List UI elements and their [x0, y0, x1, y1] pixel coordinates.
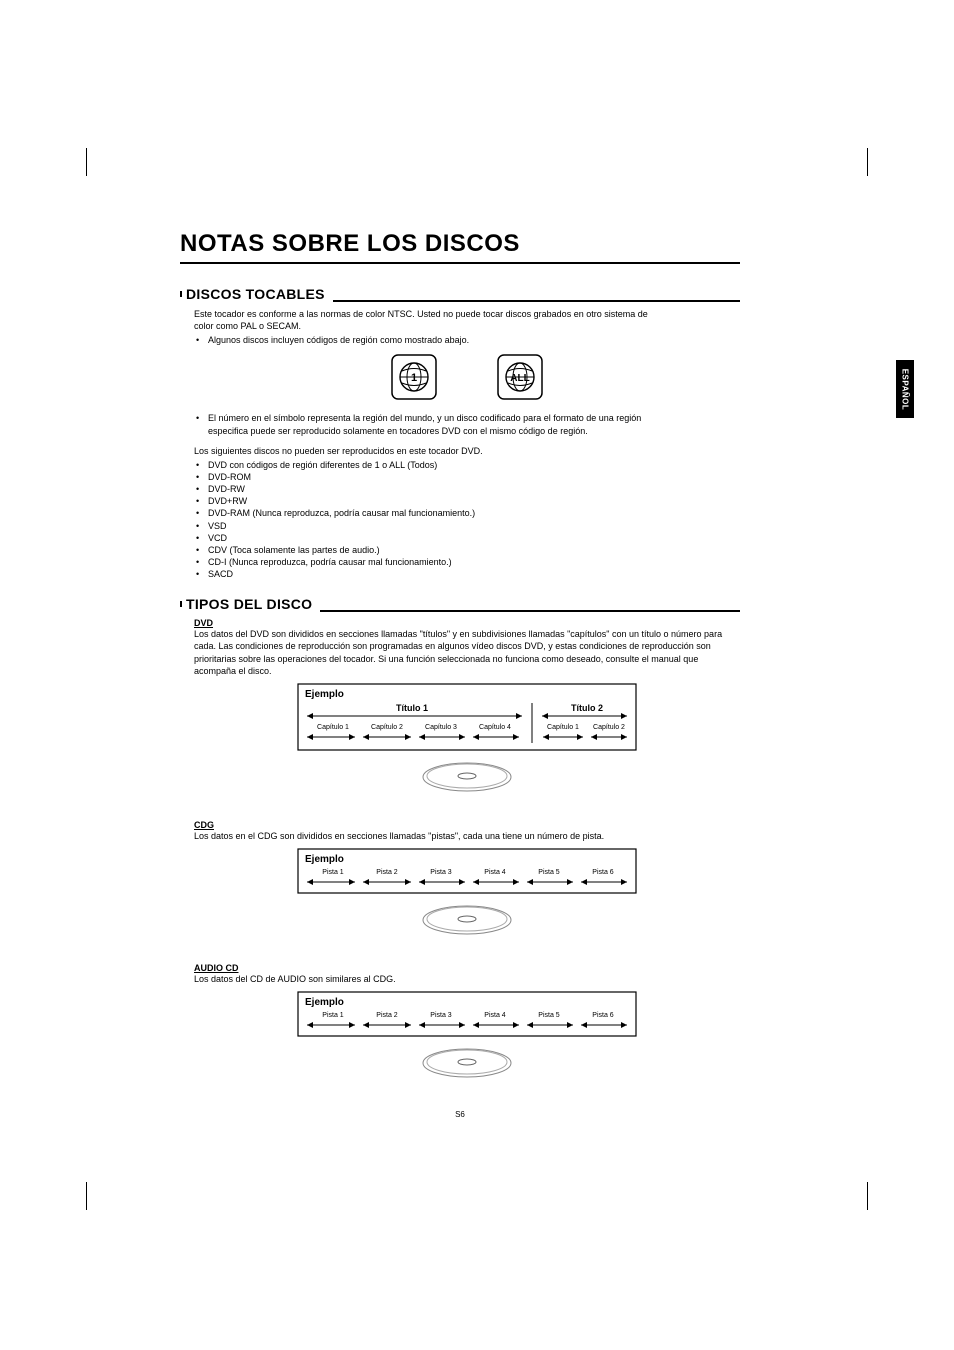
cdg-example-figure: Ejemplo Pista 1 Pista 2 Pista 3 Pista 4 …	[194, 848, 740, 949]
cropmark	[86, 148, 87, 176]
svg-text:Capítulo 2: Capítulo 2	[371, 724, 403, 731]
svg-text:Pista 5: Pista 5	[538, 1012, 560, 1019]
audiocd-paragraph: Los datos del CD de AUDIO son similares …	[194, 973, 740, 985]
svg-text:Pista 6: Pista 6	[592, 1012, 614, 1019]
svg-text:Ejemplo: Ejemplo	[305, 997, 344, 1008]
cannot-item: DVD-ROM	[194, 471, 740, 483]
cannot-item: SACD	[194, 568, 740, 580]
cannot-item: DVD+RW	[194, 495, 740, 507]
language-side-tab-label: ESPAÑOL	[901, 368, 910, 410]
svg-text:1: 1	[410, 372, 416, 384]
cannot-item: CDV (Toca solamente las partes de audio.…	[194, 544, 740, 556]
playable-intro-1: Este tocador es conforme a las normas de…	[194, 308, 740, 320]
playable-posticon-item: El número en el símbolo representa la re…	[194, 412, 740, 436]
audiocd-heading: AUDIO CD	[194, 963, 740, 973]
region-icons-row: 1 ALL	[194, 354, 740, 400]
dvd-example-figure: Ejemplo Título 1 Título 2 Capítulo 1 Cap…	[194, 683, 740, 806]
svg-text:Capítulo 3: Capítulo 3	[425, 724, 457, 731]
playable-region-bullet-item: Algunos discos incluyen códigos de regió…	[194, 334, 740, 346]
svg-text:Ejemplo: Ejemplo	[305, 854, 344, 865]
cropmark	[867, 1182, 868, 1210]
svg-text:Título 1: Título 1	[396, 703, 428, 713]
region-code-1-icon: 1	[391, 354, 437, 400]
title-underline	[180, 262, 740, 264]
section-header-playable: DISCOS TOCABLES	[180, 286, 740, 302]
section-title-types: TIPOS DEL DISCO	[186, 596, 312, 612]
cannot-play-list: DVD con códigos de región diferentes de …	[194, 459, 740, 580]
cdg-figure-svg: Ejemplo Pista 1 Pista 2 Pista 3 Pista 4 …	[297, 848, 637, 944]
page-title: NOTAS SOBRE LOS DISCOS	[180, 230, 740, 258]
cannot-item: CD-I (Nunca reproduzca, podría causar ma…	[194, 556, 740, 568]
svg-text:ALL: ALL	[511, 373, 530, 384]
dvd-heading: DVD	[194, 618, 740, 628]
cannot-item: DVD con códigos de región diferentes de …	[194, 459, 740, 471]
svg-text:Pista 1: Pista 1	[322, 1012, 344, 1019]
cannot-item: DVD-RAM (Nunca reproduzca, podría causar…	[194, 507, 740, 519]
svg-text:Pista 3: Pista 3	[430, 869, 452, 876]
svg-text:Título 2: Título 2	[571, 703, 603, 713]
cdg-heading: CDG	[194, 820, 740, 830]
playable-body: Este tocador es conforme a las normas de…	[194, 308, 740, 580]
svg-text:Pista 2: Pista 2	[376, 1012, 398, 1019]
playable-intro-2: color como PAL o SECAM.	[194, 320, 740, 332]
svg-text:Pista 3: Pista 3	[430, 1012, 452, 1019]
page-content: NOTAS SOBRE LOS DISCOS DISCOS TOCABLES E…	[180, 230, 740, 1119]
dvd-figure-svg: Ejemplo Título 1 Título 2 Capítulo 1 Cap…	[297, 683, 637, 801]
audiocd-figure-svg: Ejemplo Pista 1 Pista 2 Pista 3 Pista 4 …	[297, 991, 637, 1087]
svg-text:Capítulo 2: Capítulo 2	[593, 724, 625, 731]
region-code-all-icon: ALL	[497, 354, 543, 400]
language-side-tab: ESPAÑOL	[896, 360, 914, 418]
svg-text:Ejemplo: Ejemplo	[305, 689, 344, 700]
audiocd-example-figure: Ejemplo Pista 1 Pista 2 Pista 3 Pista 4 …	[194, 991, 740, 1092]
svg-text:Pista 6: Pista 6	[592, 869, 614, 876]
svg-text:Pista 5: Pista 5	[538, 869, 560, 876]
cannot-item: DVD-RW	[194, 483, 740, 495]
types-body: DVD Los datos del DVD son divididos en s…	[194, 618, 740, 1092]
cannot-play-intro: Los siguientes discos no pueden ser repr…	[194, 445, 740, 457]
dvd-paragraph: Los datos del DVD son divididos en secci…	[194, 628, 740, 677]
playable-posticon-bullet: El número en el símbolo representa la re…	[194, 412, 740, 436]
cropmark	[867, 148, 868, 176]
cropmark	[86, 1182, 87, 1210]
cannot-item: VCD	[194, 532, 740, 544]
cdg-paragraph: Los datos en el CDG son divididos en sec…	[194, 830, 740, 842]
cannot-item: VSD	[194, 520, 740, 532]
svg-text:Capítulo 1: Capítulo 1	[317, 724, 349, 731]
svg-text:Pista 4: Pista 4	[484, 869, 506, 876]
section-title-playable: DISCOS TOCABLES	[186, 286, 325, 302]
svg-text:Pista 2: Pista 2	[376, 869, 398, 876]
svg-text:Capítulo 4: Capítulo 4	[479, 724, 511, 731]
svg-text:Pista 4: Pista 4	[484, 1012, 506, 1019]
svg-text:Capítulo 1: Capítulo 1	[547, 724, 579, 731]
playable-region-bullet: Algunos discos incluyen códigos de regió…	[194, 334, 740, 346]
page-number: S6	[180, 1110, 740, 1119]
section-rule	[333, 300, 740, 302]
svg-text:Pista 1: Pista 1	[322, 869, 344, 876]
section-rule	[320, 610, 740, 612]
section-header-types: TIPOS DEL DISCO	[180, 596, 740, 612]
